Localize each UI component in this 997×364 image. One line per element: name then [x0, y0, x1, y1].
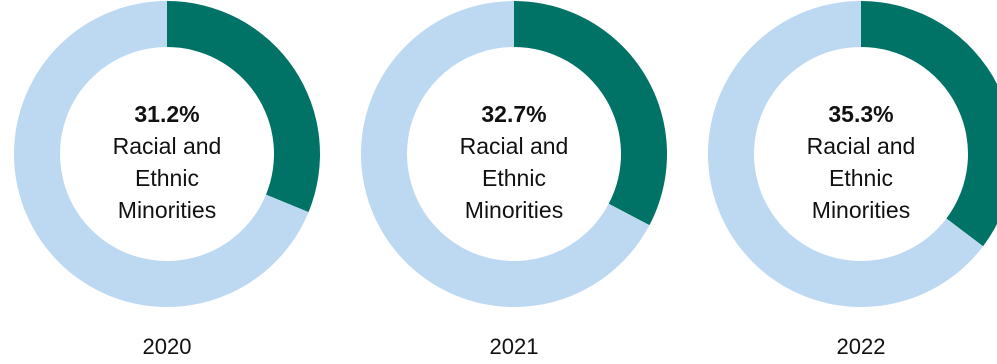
slice-minorities-2021 — [514, 1, 667, 226]
donut-chart-2022: 35.3% Racial and Ethnic Minorities 2022 — [707, 0, 997, 364]
donut-2020-svg — [13, 1, 320, 308]
center-text-2020: 31.2% Racial and Ethnic Minorities — [13, 98, 321, 226]
center-text-2021: 32.7% Racial and Ethnic Minorities — [360, 98, 668, 226]
center-value-2021: 32.7% — [481, 101, 547, 127]
center-label-line-3: Minorities — [811, 197, 911, 223]
center-label-line-1: Racial and — [459, 133, 569, 159]
donut-2021-svg — [361, 1, 667, 307]
center-value-2020: 31.2% — [134, 101, 200, 127]
center-label-line-1: Racial and — [806, 133, 916, 159]
center-label-line-2: Ethnic — [482, 165, 546, 191]
center-label-line-3: Minorities — [117, 197, 217, 223]
slice-minorities-2020 — [167, 1, 320, 213]
year-label-2022: 2022 — [836, 334, 886, 359]
year-label-2021: 2021 — [489, 334, 539, 359]
donut-chart-2021: 32.7% Racial and Ethnic Minorities 2021 — [360, 0, 668, 364]
center-label-line-1: Racial and — [112, 133, 222, 159]
donut-chart-2020: 31.2% Racial and Ethnic Minorities 2020 — [13, 0, 321, 364]
center-value-2022: 35.3% — [828, 101, 894, 127]
slice-remainder-2021 — [361, 1, 650, 307]
year-label-2020: 2020 — [142, 334, 192, 359]
slice-remainder-2022 — [708, 1, 984, 307]
center-label-line-2: Ethnic — [135, 165, 199, 191]
slice-minorities-2022 — [861, 1, 997, 247]
donut-2022-svg — [708, 1, 997, 307]
center-label-line-2: Ethnic — [829, 165, 893, 191]
center-text-2022: 35.3% Racial and Ethnic Minorities — [707, 98, 997, 226]
slice-remainder-2020 — [13, 1, 309, 308]
center-label-line-3: Minorities — [464, 197, 564, 223]
